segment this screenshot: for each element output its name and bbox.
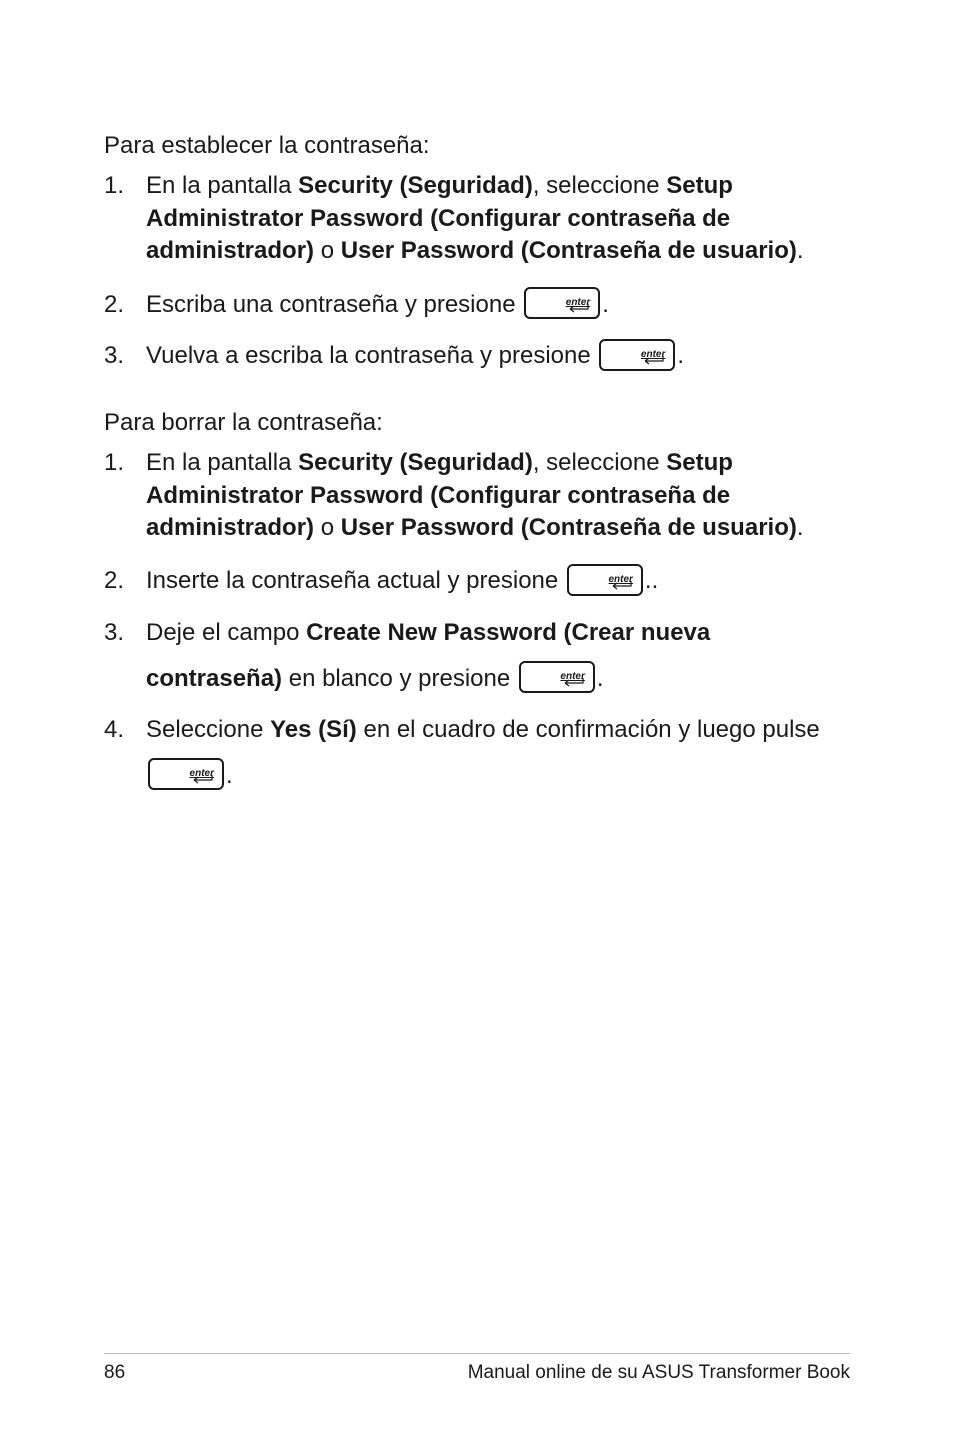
text-part: en blanco y presione (282, 665, 517, 692)
text-part: . (677, 342, 684, 369)
text-part: . (797, 237, 804, 264)
page-number: 86 (104, 1362, 125, 1384)
enter-arrow-icon (561, 678, 585, 688)
section1-intro: Para establecer la contraseña: (104, 130, 850, 162)
page-content: Para establecer la contraseña: 1. En la … (104, 130, 850, 798)
bold-text: User Password (Contraseña de usuario) (341, 514, 797, 541)
enter-key-icon: enter (567, 564, 643, 596)
text-part: Vuelva a escriba la contraseña y presion… (146, 342, 597, 369)
section1-item2: 2. Escriba una contraseña y presione ent… (104, 282, 850, 328)
enter-arrow-icon (609, 581, 633, 591)
text-part: . (797, 514, 804, 541)
bold-text: Security (Seguridad) (298, 449, 533, 476)
bold-text: User Password (Contraseña de usuario) (341, 237, 797, 264)
text-part: Deje el campo (146, 619, 306, 646)
list-body: Deje el campo Create New Password (Crear… (146, 610, 850, 701)
list-body: Inserte la contraseña actual y presione … (146, 558, 850, 604)
list-number: 1. (104, 447, 146, 544)
text-part: En la pantalla (146, 449, 298, 476)
text-part: . (597, 665, 604, 692)
list-number: 2. (104, 282, 146, 328)
list-body: En la pantalla Security (Seguridad), sel… (146, 170, 850, 267)
page-footer: 86 Manual online de su ASUS Transformer … (104, 1353, 850, 1384)
list-number: 4. (104, 707, 146, 798)
list-body: Seleccione Yes (Sí) en el cuadro de conf… (146, 707, 850, 798)
list-number: 1. (104, 170, 146, 267)
list-body: Vuelva a escriba la contraseña y presion… (146, 333, 850, 379)
list-number: 3. (104, 333, 146, 379)
section2-item2: 2. Inserte la contraseña actual y presio… (104, 558, 850, 604)
text-part: , seleccione (533, 172, 666, 199)
text-part: Inserte la contraseña actual y presione (146, 567, 565, 594)
text-part: Escriba una contraseña y presione (146, 291, 522, 318)
section2-intro: Para borrar la contraseña: (104, 407, 850, 439)
section2-item4: 4. Seleccione Yes (Sí) en el cuadro de c… (104, 707, 850, 798)
section2-item1: 1. En la pantalla Security (Seguridad), … (104, 447, 850, 544)
list-body: Escriba una contraseña y presione enter. (146, 282, 850, 328)
list-body: En la pantalla Security (Seguridad), sel… (146, 447, 850, 544)
section1-item1: 1. En la pantalla Security (Seguridad), … (104, 170, 850, 267)
list-number: 2. (104, 558, 146, 604)
bold-text: Security (Seguridad) (298, 172, 533, 199)
section1-item3: 3. Vuelva a escriba la contraseña y pres… (104, 333, 850, 379)
footer-title: Manual online de su ASUS Transformer Boo… (468, 1362, 850, 1384)
section2-item3: 3. Deje el campo Create New Password (Cr… (104, 610, 850, 701)
text-part: En la pantalla (146, 172, 298, 199)
footer-rule (104, 1353, 850, 1354)
text-part: . (602, 291, 609, 318)
footer-row: 86 Manual online de su ASUS Transformer … (104, 1362, 850, 1384)
enter-key-icon: enter (519, 661, 595, 693)
text-part: , seleccione (533, 449, 666, 476)
enter-arrow-icon (566, 304, 590, 314)
text-part: o (314, 514, 341, 541)
text-part: Seleccione (146, 716, 270, 743)
enter-arrow-icon (641, 356, 665, 366)
text-part: . (226, 762, 233, 789)
enter-arrow-icon (190, 775, 214, 785)
list-number: 3. (104, 610, 146, 701)
text-part: o (314, 237, 341, 264)
enter-key-icon: enter (524, 287, 600, 319)
text-part: en el cuadro de confirmación y luego pul… (357, 716, 820, 743)
text-part: .. (645, 567, 658, 594)
bold-text: Yes (Sí) (270, 716, 357, 743)
enter-key-icon: enter (599, 339, 675, 371)
enter-key-icon: enter (148, 758, 224, 790)
